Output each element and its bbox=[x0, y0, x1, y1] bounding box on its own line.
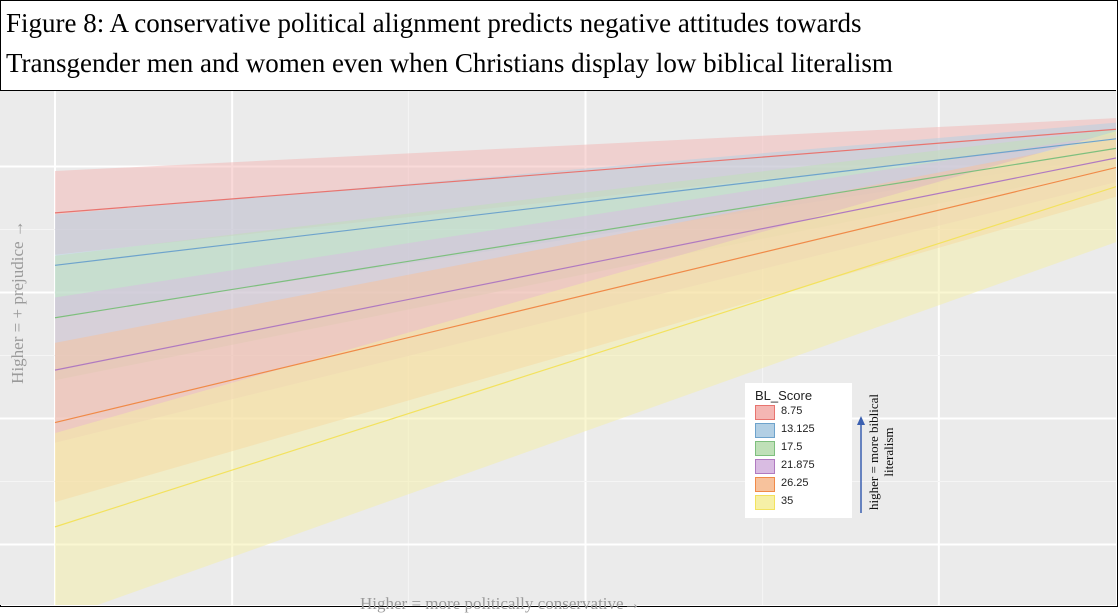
legend-label: 17.5 bbox=[781, 441, 803, 453]
figure-title-box: Figure 8: A conservative political align… bbox=[0, 0, 1116, 91]
legend-label: 13.125 bbox=[781, 423, 815, 435]
line-layer bbox=[54, 128, 1116, 528]
legend-key bbox=[755, 423, 775, 438]
legend-label: 21.875 bbox=[781, 459, 815, 471]
chart-svg bbox=[0, 91, 1116, 605]
legend-note: higher = more biblical literalism bbox=[866, 389, 902, 515]
figure-title-line-1: Figure 8: A conservative political align… bbox=[6, 8, 862, 38]
series-line-8.75 bbox=[54, 128, 1116, 214]
legend-key bbox=[755, 477, 775, 492]
x-axis-label: Higher = more politically conservative→ bbox=[360, 594, 641, 613]
legend-key bbox=[755, 405, 775, 420]
series-line-35 bbox=[54, 186, 1116, 528]
series-line-17.5 bbox=[54, 147, 1116, 319]
confidence-band-35 bbox=[55, 131, 1116, 605]
legend: BL_Score 8.75 13.125 17.5 21.875 26.25 3… bbox=[745, 383, 852, 518]
y-axis-label: Higher = + prejudice → bbox=[8, 220, 27, 384]
legend-key bbox=[755, 459, 775, 474]
plot-area bbox=[0, 91, 1116, 605]
arrow-up-icon bbox=[857, 416, 865, 513]
legend-label: 35 bbox=[781, 495, 794, 507]
figure-title-line-2: Transgender men and women even when Chri… bbox=[6, 48, 893, 78]
legend-title: BL_Score bbox=[755, 388, 813, 403]
legend-key bbox=[755, 441, 775, 456]
legend-label: 26.25 bbox=[781, 477, 809, 489]
legend-note-text: higher = more biblical literalism bbox=[866, 394, 896, 510]
series-line-13.125 bbox=[54, 138, 1116, 266]
legend-label: 8.75 bbox=[781, 405, 803, 417]
legend-key bbox=[755, 495, 775, 510]
series-line-21.875 bbox=[54, 157, 1116, 371]
series-line-26.25 bbox=[54, 166, 1116, 424]
